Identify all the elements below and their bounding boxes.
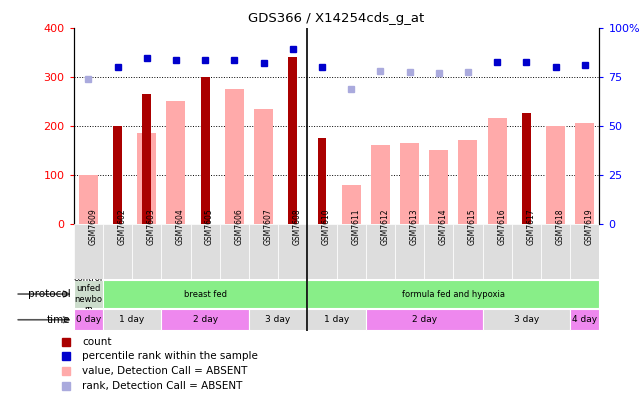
Text: 0 day: 0 day <box>76 315 101 324</box>
Bar <box>570 224 599 279</box>
Bar <box>342 185 361 224</box>
Text: GSM7602: GSM7602 <box>117 208 126 245</box>
Text: breast fed: breast fed <box>183 289 227 299</box>
Text: GSM7611: GSM7611 <box>351 208 360 245</box>
Bar <box>167 101 185 224</box>
Bar <box>278 224 307 279</box>
Bar <box>132 224 162 279</box>
Text: 3 day: 3 day <box>513 315 539 324</box>
Text: 1 day: 1 day <box>324 315 349 324</box>
Text: GSM7613: GSM7613 <box>410 208 419 245</box>
Bar <box>366 309 483 330</box>
Text: GSM7608: GSM7608 <box>293 208 302 245</box>
Bar <box>522 114 531 224</box>
Text: GSM7609: GSM7609 <box>88 208 97 245</box>
Bar <box>307 280 599 308</box>
Text: count: count <box>83 337 112 346</box>
Bar <box>220 224 249 279</box>
Bar <box>113 126 122 224</box>
Bar <box>103 309 162 330</box>
Bar <box>458 141 478 224</box>
Bar <box>512 224 541 279</box>
Bar <box>74 224 103 279</box>
Bar <box>541 224 570 279</box>
Bar <box>288 57 297 224</box>
Text: 3 day: 3 day <box>265 315 291 324</box>
Text: rank, Detection Call = ABSENT: rank, Detection Call = ABSENT <box>83 381 243 391</box>
Bar <box>190 224 220 279</box>
Bar <box>575 123 594 224</box>
Bar <box>366 224 395 279</box>
Text: GSM7617: GSM7617 <box>526 208 535 245</box>
Bar <box>74 309 103 330</box>
Bar <box>371 145 390 224</box>
Bar <box>225 89 244 224</box>
Bar <box>249 309 307 330</box>
Bar <box>103 280 307 308</box>
Bar <box>488 118 506 224</box>
Text: GSM7612: GSM7612 <box>380 208 389 245</box>
Bar <box>142 94 151 224</box>
Text: 2 day: 2 day <box>192 315 218 324</box>
Text: GSM7604: GSM7604 <box>176 208 185 245</box>
Text: percentile rank within the sample: percentile rank within the sample <box>83 351 258 362</box>
Bar <box>400 143 419 224</box>
Bar <box>483 224 512 279</box>
Text: value, Detection Call = ABSENT: value, Detection Call = ABSENT <box>83 366 248 376</box>
Bar <box>546 126 565 224</box>
Text: GSM7619: GSM7619 <box>585 208 594 245</box>
Bar <box>317 138 326 224</box>
Bar <box>483 309 570 330</box>
Text: formula fed and hypoxia: formula fed and hypoxia <box>402 289 505 299</box>
Text: GSM7615: GSM7615 <box>468 208 477 245</box>
Bar <box>137 133 156 224</box>
Text: GSM7616: GSM7616 <box>497 208 506 245</box>
Text: GSM7610: GSM7610 <box>322 208 331 245</box>
Text: time: time <box>47 315 71 325</box>
Text: 4 day: 4 day <box>572 315 597 324</box>
Text: GSM7606: GSM7606 <box>235 208 244 245</box>
Bar <box>570 309 599 330</box>
Bar <box>337 224 366 279</box>
Text: 2 day: 2 day <box>412 315 437 324</box>
Text: GSM7603: GSM7603 <box>147 208 156 245</box>
Bar <box>249 224 278 279</box>
Bar <box>429 150 448 224</box>
Bar <box>424 224 453 279</box>
Bar <box>79 175 98 224</box>
Bar <box>307 224 337 279</box>
Text: control
unfed
newbo
rn: control unfed newbo rn <box>74 274 103 314</box>
Text: GSM7607: GSM7607 <box>263 208 272 245</box>
Bar <box>395 224 424 279</box>
Bar <box>162 224 190 279</box>
Text: GSM7618: GSM7618 <box>556 208 565 245</box>
Text: GDS366 / X14254cds_g_at: GDS366 / X14254cds_g_at <box>249 12 424 25</box>
Bar <box>307 309 366 330</box>
Text: GSM7605: GSM7605 <box>205 208 214 245</box>
Text: GSM7614: GSM7614 <box>438 208 447 245</box>
Text: 1 day: 1 day <box>119 315 145 324</box>
Bar <box>103 224 132 279</box>
Bar <box>74 280 103 308</box>
Bar <box>201 77 210 224</box>
Bar <box>162 309 249 330</box>
Bar <box>254 109 273 224</box>
Text: protocol: protocol <box>28 289 71 299</box>
Bar <box>453 224 483 279</box>
